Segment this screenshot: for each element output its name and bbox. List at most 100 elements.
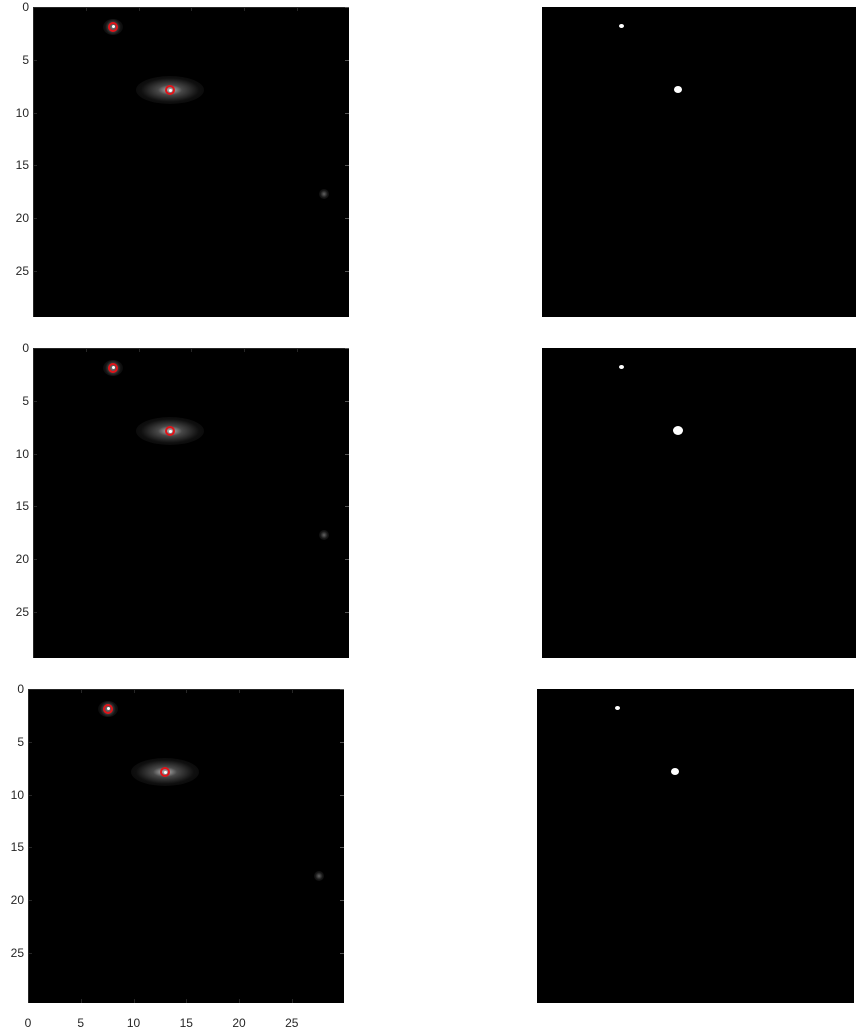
x-tick-bottom: [291, 999, 293, 1003]
x-tick-label: 15: [179, 1016, 193, 1030]
x-tick-label: 5: [77, 1016, 85, 1030]
row-1-x-tick-top: [244, 7, 245, 11]
row-3-y-tick-right: [340, 741, 344, 743]
row-2-y-tick-right: [345, 348, 349, 349]
x-tick-label: 0: [24, 1016, 32, 1030]
row-3-y-tick-label: 0: [17, 682, 24, 696]
row-3-y-tick-label: 20: [10, 893, 24, 907]
row-3-detection-marker: [103, 703, 114, 714]
row-2-y-tick: [33, 611, 37, 613]
row-3-y-tick: [28, 900, 32, 901]
row-3-y-tick-label: 5: [17, 734, 24, 749]
row-2-y-tick: [33, 559, 37, 560]
row-3-x-tick-top: [80, 689, 82, 693]
row-2-y-tick: [33, 400, 37, 402]
row-3-y-tick: [28, 794, 32, 796]
row-1-x-tick-top: [296, 7, 298, 11]
row-1-y-tick-right: [345, 165, 349, 167]
row-3-y-tick: [28, 847, 32, 849]
row-1-x-tick-top: [138, 7, 140, 11]
row-2-y-tick-right: [345, 611, 349, 613]
row-1-y-tick: [33, 218, 37, 219]
row-3-x-tick-top: [186, 689, 188, 693]
row-3-mask-panel: [537, 689, 854, 1003]
row-1-y-tick-right: [345, 270, 349, 272]
row-1-y-tick-right: [345, 59, 349, 61]
x-tick-bottom: [133, 999, 135, 1003]
row-2-axes-frame: [33, 348, 349, 658]
row-1-mask-blob: [619, 24, 625, 29]
row-2-x-tick-top: [85, 348, 87, 352]
row-1-x-tick-top: [191, 7, 193, 11]
row-2-x-tick-top: [244, 348, 245, 352]
row-2-detection-marker: [108, 362, 119, 373]
row-1-mask-blob: [674, 86, 683, 94]
row-1-detection-marker: [108, 21, 119, 32]
row-2-y-tick-right: [345, 506, 349, 508]
row-3-y-tick-label: 10: [10, 787, 24, 802]
row-1-y-tick: [33, 59, 37, 61]
row-3-image-panel: [28, 689, 344, 1003]
row-2-detection-marker: [165, 426, 176, 437]
row-3-y-tick-right: [340, 794, 344, 796]
row-3-y-tick-right: [340, 847, 344, 849]
row-1-y-tick-label: 20: [15, 211, 29, 225]
x-tick-label: 25: [285, 1016, 299, 1030]
row-1-y-tick-right: [345, 7, 349, 8]
row-3-mask-blob: [670, 768, 679, 776]
row-1-axes-frame: [33, 7, 349, 317]
row-2-y-tick-right: [345, 559, 349, 560]
row-2-mask-blob: [619, 365, 625, 370]
row-1-x-tick-top: [33, 7, 34, 11]
row-3-x-tick-top: [133, 689, 135, 693]
row-3-axes-frame: [28, 689, 344, 1003]
row-3-y-tick-label: 25: [10, 945, 24, 960]
x-tick-bottom: [239, 999, 240, 1003]
row-2-y-tick-right: [345, 453, 349, 455]
row-1-y-tick-right: [345, 112, 349, 114]
row-3-mask-blob: [614, 706, 620, 711]
row-2-y-tick: [33, 453, 37, 455]
x-tick-bottom: [28, 999, 29, 1003]
row-2-y-tick-right: [345, 400, 349, 402]
row-1-y-tick: [33, 7, 37, 8]
row-1-y-tick: [33, 165, 37, 167]
row-1-image-panel: [33, 7, 349, 317]
row-1-detection-marker: [165, 85, 176, 96]
row-2-x-tick-top: [138, 348, 140, 352]
row-1-y-tick: [33, 270, 37, 272]
row-1-y-tick: [33, 112, 37, 114]
row-3-y-tick: [28, 741, 32, 743]
x-tick-label: 20: [232, 1016, 246, 1030]
row-1-y-tick-label: 25: [15, 263, 29, 278]
row-3-y-tick-label: 15: [10, 840, 24, 855]
row-2-x-tick-top: [296, 348, 298, 352]
x-tick-bottom: [186, 999, 188, 1003]
row-1-y-tick-label: 5: [22, 52, 29, 67]
x-tick-bottom: [80, 999, 82, 1003]
row-2-y-tick-label: 15: [15, 499, 29, 514]
row-2-y-tick: [33, 506, 37, 508]
row-2-y-tick-label: 5: [22, 393, 29, 408]
row-1-y-tick-right: [345, 218, 349, 219]
row-3-y-tick: [28, 952, 32, 954]
row-3-detection-marker: [160, 767, 171, 778]
row-3-y-tick-right: [340, 952, 344, 954]
row-3-y-tick: [28, 689, 32, 690]
row-1-faint-source: [319, 188, 330, 199]
row-3-x-tick-top: [28, 689, 29, 693]
row-2-y-tick: [33, 348, 37, 349]
row-2-y-tick-label: 0: [22, 341, 29, 355]
x-tick-label: 10: [126, 1016, 141, 1030]
row-2-y-tick-label: 20: [15, 552, 29, 566]
row-1-mask-panel: [542, 7, 856, 317]
row-3-y-tick-right: [340, 900, 344, 901]
row-2-mask-blob: [673, 426, 684, 436]
row-3-x-tick-top: [291, 689, 293, 693]
row-2-y-tick-label: 25: [15, 604, 29, 619]
row-1-y-tick-label: 10: [15, 105, 29, 120]
row-3-x-tick-top: [239, 689, 240, 693]
row-3-faint-source: [314, 870, 325, 881]
row-1-y-tick-label: 0: [22, 0, 29, 14]
row-2-image-panel: [33, 348, 349, 658]
